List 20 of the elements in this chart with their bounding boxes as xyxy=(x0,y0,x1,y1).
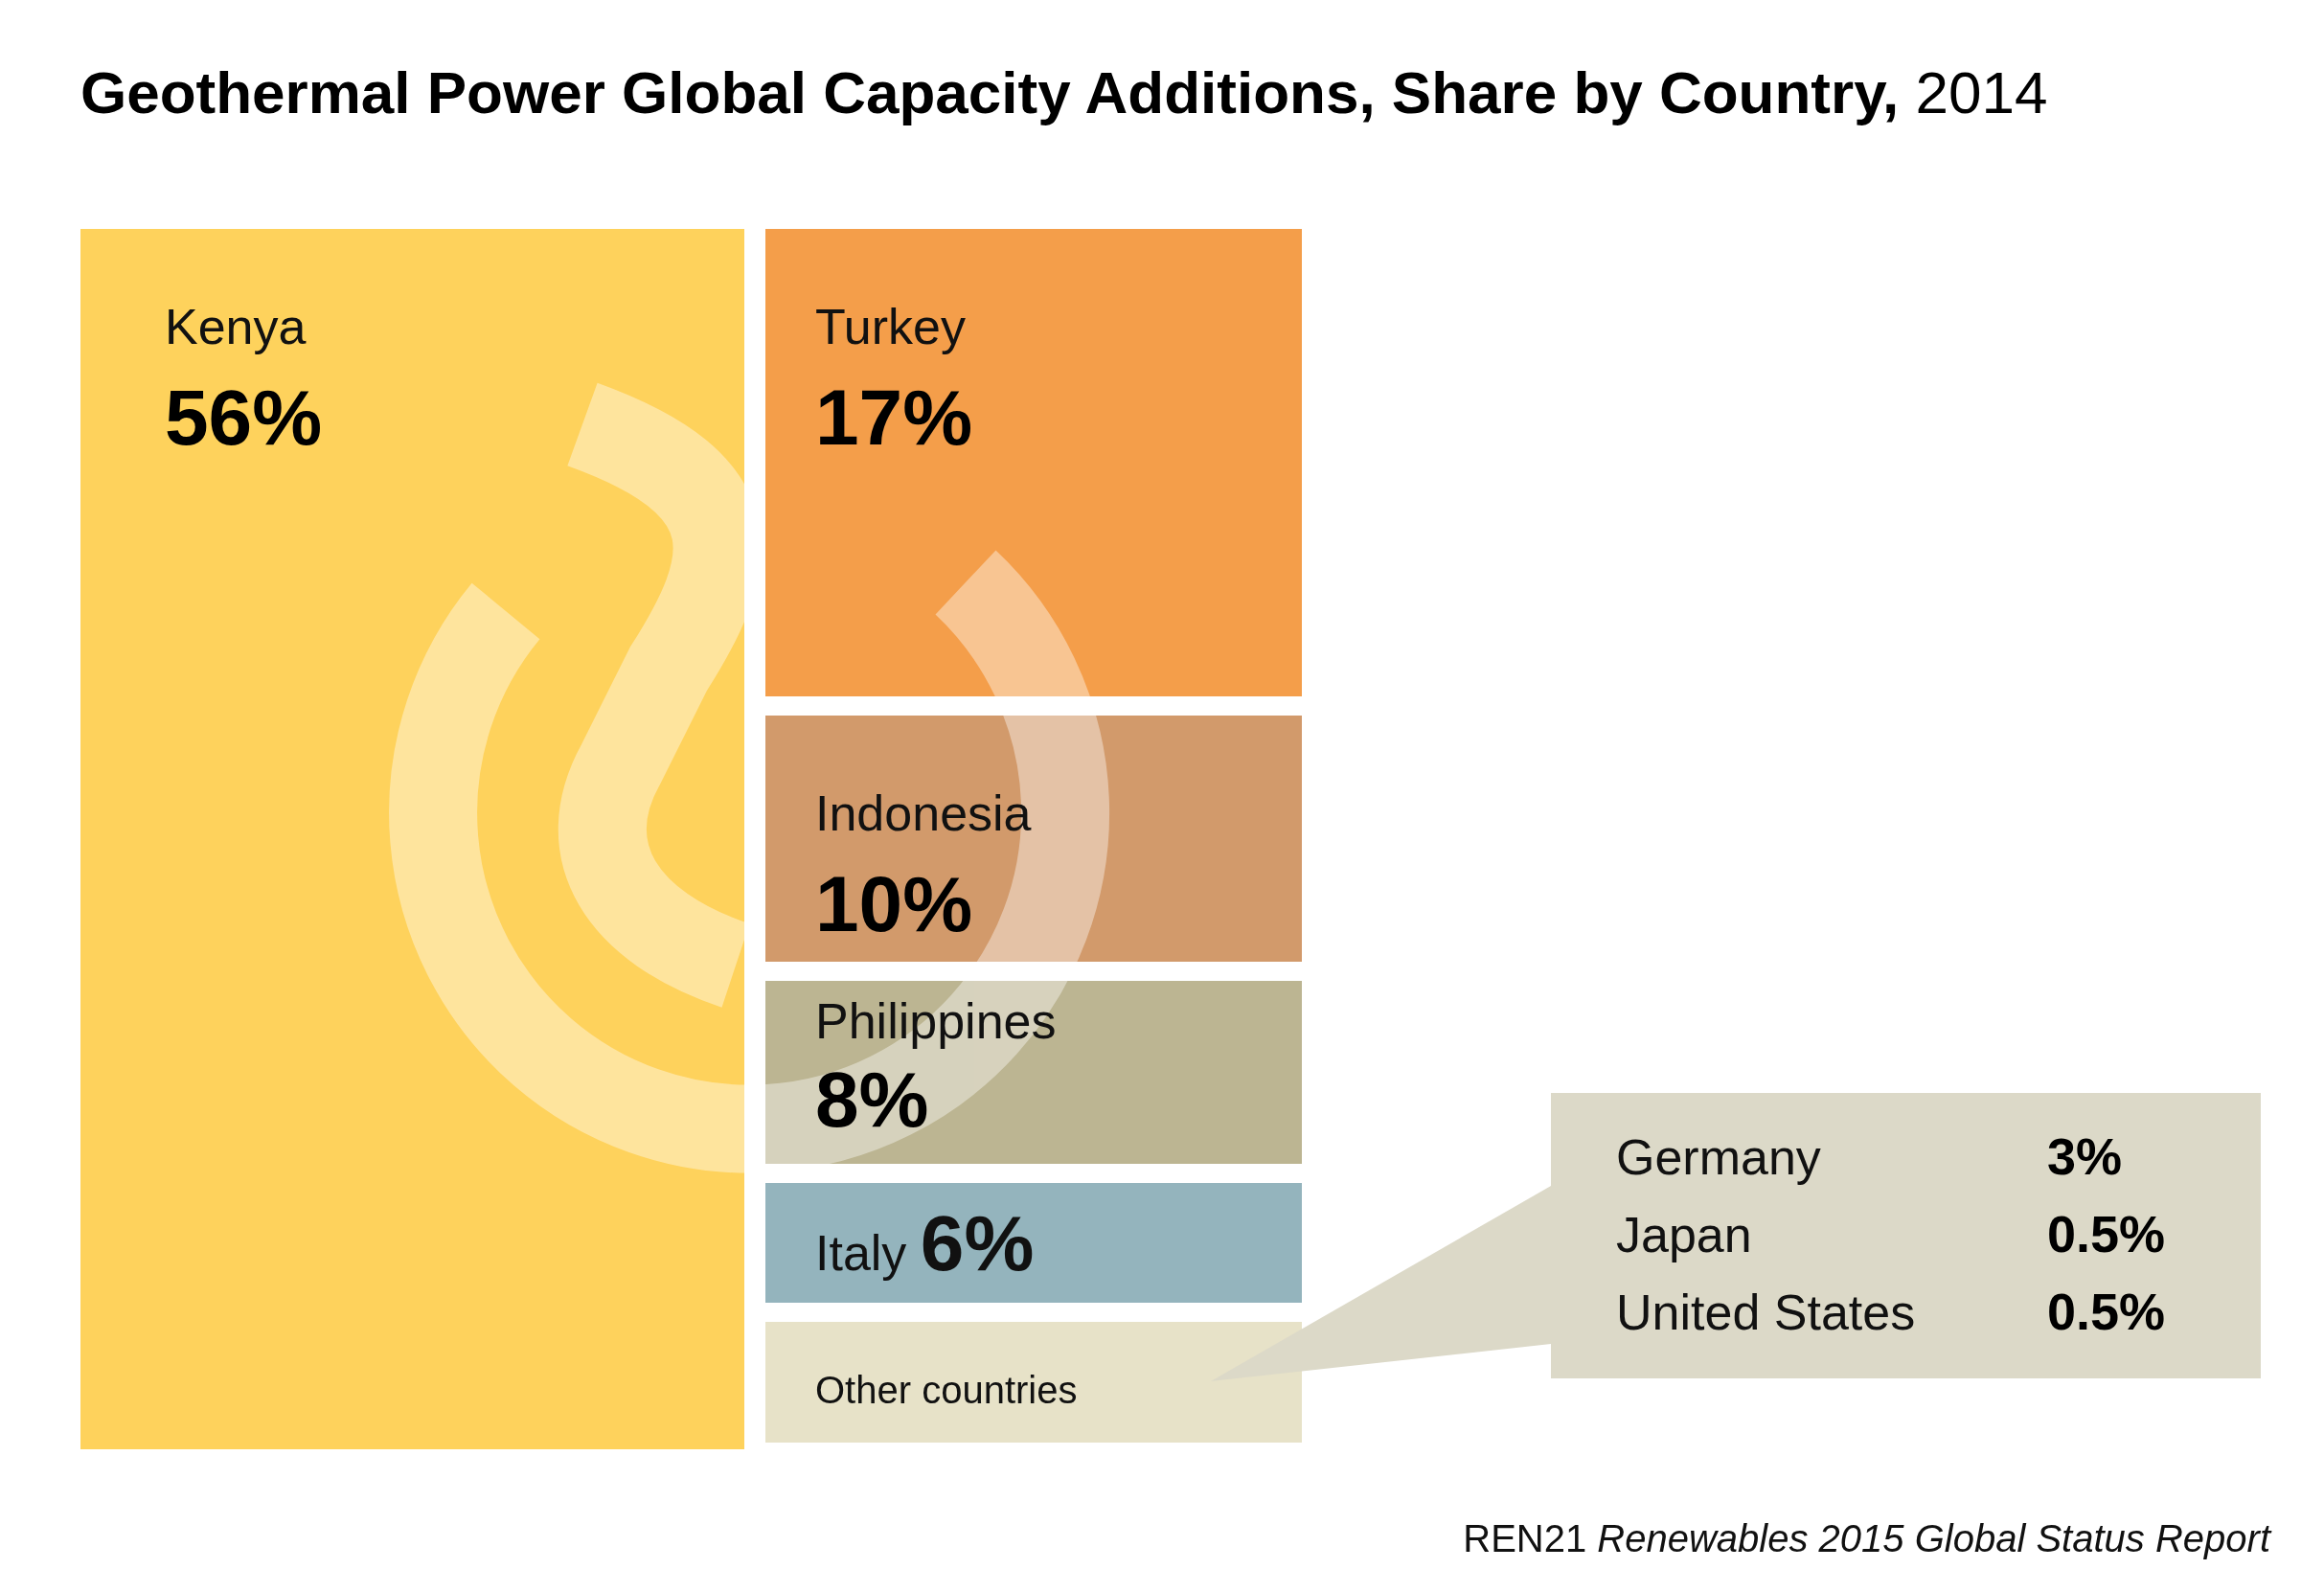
category-label: Other countries xyxy=(815,1369,1078,1411)
data-label: 0.5% xyxy=(2047,1283,2166,1340)
category-label: Japan xyxy=(1616,1207,1752,1262)
category-label: United States xyxy=(1616,1285,1916,1340)
category-label: Italy xyxy=(815,1224,921,1281)
category-label: Indonesia xyxy=(815,785,1032,841)
text: 2014 xyxy=(1899,59,2048,125)
data-label: 8% xyxy=(815,1056,929,1143)
data-label: 17% xyxy=(815,374,973,461)
data-label: 3% xyxy=(2047,1127,2123,1185)
category-label: Philippines xyxy=(815,993,1057,1049)
text: Geothermal Power Global Capacity Additions, Share by Country, xyxy=(80,59,1900,125)
category-label: Kenya xyxy=(165,299,307,354)
category-label: Turkey xyxy=(815,299,966,354)
category-label: Germany xyxy=(1616,1129,1821,1185)
data-label: 0.5% xyxy=(2047,1205,2166,1262)
data-label: 56% xyxy=(165,374,323,461)
data-label: 6% xyxy=(920,1198,1035,1286)
data-label: 10% xyxy=(815,860,973,947)
text: REN21 Renewables 2015 Global Status Report xyxy=(1463,1517,2272,1559)
